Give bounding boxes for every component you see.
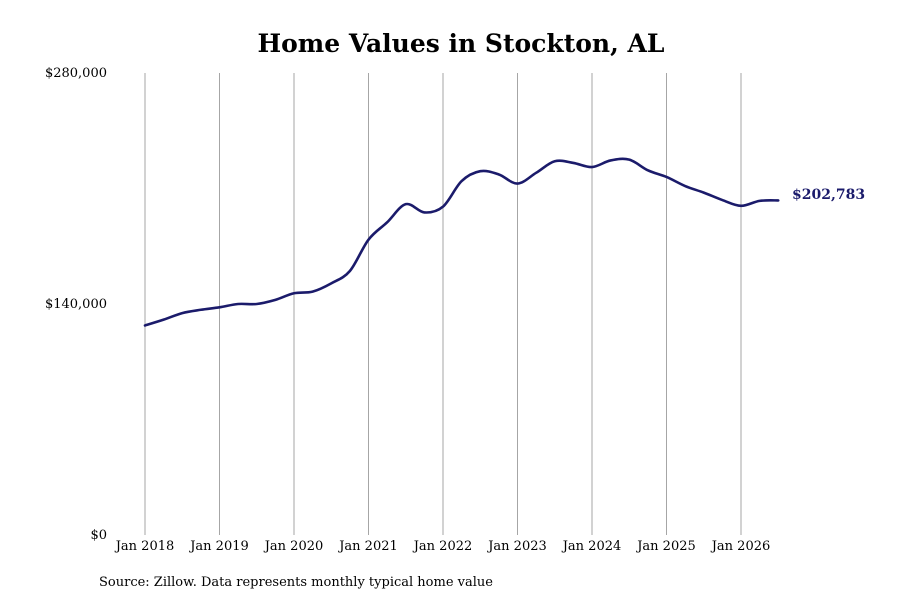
y-tick-label: $140,000	[45, 297, 107, 312]
y-tick-label: $280,000	[45, 66, 107, 81]
chart-title: Home Values in Stockton, AL	[258, 29, 665, 58]
series-line-0	[143, 157, 780, 327]
x-axis-ticks: Jan 2018 Jan 2019 Jan 2020 Jan 2021 Jan 2022…	[114, 539, 771, 554]
x-tick-label: Jan 2023	[486, 539, 547, 554]
y-axis-ticks: $280,000 $140,000 $0	[45, 66, 107, 543]
x-tick-label: Jan 2021	[337, 539, 398, 554]
x-tick-label: Jan 2022	[412, 539, 473, 554]
x-tick-label: Jan 2025	[635, 539, 696, 554]
x-tick-label: Jan 2026	[710, 539, 771, 554]
x-tick-label: Jan 2019	[188, 539, 249, 554]
source-note: Source: Zillow. Data represents monthly …	[99, 575, 493, 590]
x-tick-label: Jan 2018	[114, 539, 175, 554]
x-tick-label: Jan 2024	[561, 539, 622, 554]
x-tick-label: Jan 2020	[263, 539, 324, 554]
end-value-label: $202,783	[792, 187, 865, 203]
gridlines	[144, 73, 742, 535]
y-tick-label: $0	[90, 528, 107, 543]
series-layer	[143, 157, 780, 327]
